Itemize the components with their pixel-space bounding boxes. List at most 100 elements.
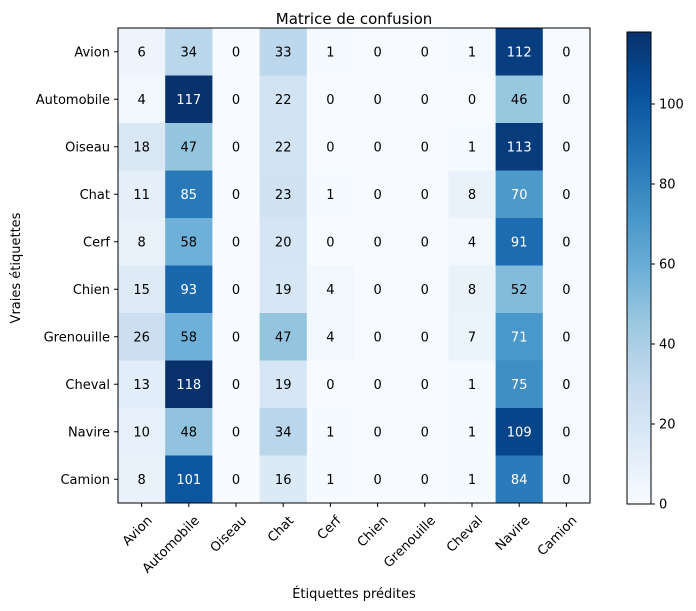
cell-value-label: 0 [421, 473, 429, 488]
heatmap-cell [401, 408, 449, 456]
heatmap-cell [212, 218, 261, 266]
heatmap-cell [542, 123, 591, 171]
cell-value-label: 8 [468, 283, 476, 298]
cell-value-label: 0 [232, 188, 240, 203]
cell-value-label: 4 [137, 93, 145, 108]
heatmap-cell [118, 360, 166, 409]
cell-value-label: 1 [326, 45, 334, 60]
heatmap-cell [495, 123, 544, 171]
heatmap-cell [118, 313, 166, 361]
cell-value-label: 0 [562, 283, 570, 298]
cell-value-label: 0 [232, 425, 240, 440]
heatmap-cell [448, 313, 497, 361]
heatmap-cell [165, 170, 213, 219]
cell-value-label: 1 [468, 378, 476, 393]
x-tick-label: Camion [535, 513, 581, 559]
cell-value-label: 52 [511, 283, 528, 298]
cell-value-label: 20 [275, 235, 292, 250]
y-tick-label: Automobile [36, 93, 110, 108]
heatmap-cell [259, 123, 308, 171]
heatmap-cell [354, 75, 402, 124]
cell-value-label: 8 [468, 188, 476, 203]
cell-value-label: 0 [421, 45, 429, 60]
cell-value-label: 0 [373, 425, 381, 440]
heatmap-cell [118, 123, 166, 171]
heatmap-cell [495, 75, 544, 124]
cell-value-label: 0 [232, 378, 240, 393]
heatmap-cell [306, 408, 355, 456]
heatmap-cell [306, 455, 355, 504]
cell-value-label: 0 [326, 93, 334, 108]
heatmap-cell [212, 455, 261, 504]
heatmap-cell [259, 75, 308, 124]
heatmap-cell [495, 170, 544, 219]
cell-value-label: 112 [507, 45, 532, 60]
colorbar-tick-label: 0 [659, 498, 667, 513]
cell-value-label: 118 [176, 378, 201, 393]
cell-value-label: 0 [373, 45, 381, 60]
cell-value-label: 0 [562, 425, 570, 440]
heatmap-cell [495, 218, 544, 266]
heatmap-cell [306, 28, 355, 76]
heatmap-cell [212, 265, 261, 314]
cell-value-label: 47 [275, 330, 292, 345]
heatmap-cell [542, 408, 591, 456]
y-tick-label: Grenouille [44, 330, 110, 345]
x-tick-label: Cerf [315, 513, 345, 543]
cell-value-label: 22 [275, 93, 292, 108]
y-axis-label: Vraies étiquettes [9, 212, 24, 323]
cell-value-label: 4 [468, 235, 476, 250]
colorbar-tick-label: 100 [659, 98, 684, 113]
heatmap-cell [259, 218, 308, 266]
heatmap-cell [165, 265, 213, 314]
cell-value-label: 0 [562, 235, 570, 250]
heatmap-cell [448, 218, 497, 266]
cell-value-label: 0 [421, 330, 429, 345]
heatmap-cell [259, 28, 308, 76]
heatmap-cell [306, 75, 355, 124]
heatmap-cell [306, 313, 355, 361]
heatmap-cell [401, 218, 449, 266]
x-tick-label: Navire [493, 513, 533, 553]
cell-value-label: 10 [133, 425, 150, 440]
heatmap-cell [306, 170, 355, 219]
heatmap-cell [259, 170, 308, 219]
heatmap-cell [542, 218, 591, 266]
heatmap-cell [118, 408, 166, 456]
cell-value-label: 34 [275, 425, 292, 440]
heatmap-cell [354, 455, 402, 504]
heatmap-cell [448, 170, 497, 219]
heatmap-cell [401, 360, 449, 409]
heatmap-cell [118, 455, 166, 504]
cell-value-label: 13 [133, 378, 150, 393]
heatmap-cell [118, 28, 166, 76]
y-axis-ticks: Avion Automobile Oiseau Chat Cerf Chien Grenou… [36, 45, 118, 488]
cell-value-label: 85 [181, 188, 198, 203]
heatmap-cell [165, 455, 213, 504]
heatmap-cell [542, 75, 591, 124]
y-tick-label: Chat [80, 188, 110, 203]
heatmap-cells [118, 28, 591, 504]
heatmap-cell [401, 313, 449, 361]
cell-value-label: 1 [326, 188, 334, 203]
heatmap-cell [165, 28, 213, 76]
cell-value-label: 0 [373, 378, 381, 393]
cell-value-label: 101 [176, 473, 201, 488]
cell-value-label: 0 [562, 140, 570, 155]
heatmap-cell [212, 123, 261, 171]
cell-value-label: 0 [232, 45, 240, 60]
heatmap-cell [542, 313, 591, 361]
heatmap-cell [542, 28, 591, 76]
colorbar-tick-label: 60 [659, 258, 676, 273]
cell-value-label: 0 [421, 140, 429, 155]
heatmap-cell [495, 455, 544, 504]
cell-value-label: 1 [468, 473, 476, 488]
cell-value-label: 0 [562, 378, 570, 393]
heatmap-cell [212, 313, 261, 361]
heatmap-cell [118, 265, 166, 314]
heatmap-cell [354, 218, 402, 266]
colorbar-tick-label: 80 [659, 178, 676, 193]
cell-value-label: 0 [562, 330, 570, 345]
heatmap-cell [495, 408, 544, 456]
